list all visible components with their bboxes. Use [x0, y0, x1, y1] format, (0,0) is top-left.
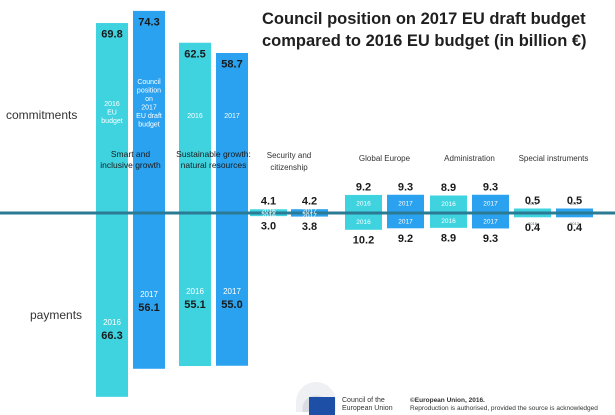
cat2-payment-bar-2017 — [216, 214, 248, 366]
cat1-commitment-year-label-2017: 2017 — [141, 105, 157, 112]
cat3-commitment-value-2016: 4.1 — [261, 196, 276, 208]
cat1-commitment-year-label-2016: 2016 — [104, 101, 120, 108]
footer-org-line1: Council of the — [342, 397, 385, 404]
cat4-payment-year-2017: 2017 — [398, 218, 413, 225]
cat1-commitment-year-label-2016: EU — [107, 110, 117, 117]
cat3-commitment-year-2016: 2016 — [261, 208, 276, 215]
cat5-commitment-bar-2017 — [472, 194, 509, 212]
cat5-payment-value-2017: 9.3 — [483, 233, 498, 245]
cat2-commitment-year-label-2016: 2016 — [187, 113, 203, 120]
cat5-payment-value-2016: 8.9 — [441, 232, 456, 244]
cat1-payment-bar-2017 — [133, 214, 165, 369]
cat4-payment-bar-2017 — [387, 214, 424, 229]
row-label-payments: payments — [30, 308, 83, 322]
row-label-commitments: commitments — [6, 108, 78, 122]
cat4-payment-bar-2016 — [345, 214, 382, 230]
cat2-payment-year-2016: 2016 — [186, 287, 204, 296]
cat1-category-label: inclusive growth — [100, 160, 161, 170]
cat3-payment-value-2016: 3.0 — [261, 221, 276, 233]
cat5-category-label: Administration — [444, 154, 495, 163]
cat3-payment-year-2017: 2017 — [302, 213, 317, 220]
cat5-commitment-bar-2016 — [430, 195, 467, 212]
cat3-payment-value-2017: 3.8 — [302, 221, 317, 233]
cat6-payment-year-2016: 2016 — [528, 221, 538, 226]
cat1-commitment-bar-2016 — [96, 23, 128, 212]
cat4-payment-value-2017: 9.2 — [398, 233, 413, 245]
cat2-commitment-value-2016: 62.5 — [184, 48, 205, 60]
cat4-commitment-year-2016: 2016 — [356, 201, 371, 208]
cat1-commitment-year-label-2017: EU draft — [136, 113, 162, 120]
cat3-payment-year-2016: 2016 — [261, 212, 276, 219]
cat1-payment-bar-2016 — [96, 214, 128, 397]
cat4-commitment-year-2017: 2017 — [398, 201, 413, 208]
cat6-commitment-bar-2016 — [514, 208, 551, 212]
cat5-payment-bar-2017 — [472, 214, 509, 229]
cat2-payment-value-2016: 55.1 — [184, 299, 205, 311]
cat2-category-label: Sustainable growth: — [176, 149, 251, 159]
cat4-commitment-bar-2016 — [345, 194, 382, 212]
chart-title: Council position on 2017 EU draft budget… — [262, 10, 587, 50]
cat6-commitment-year-2016: 2016 — [528, 201, 538, 206]
cat2-commitment-bar-2017 — [216, 53, 248, 212]
footer-copyright: ©European Union, 2016. — [410, 397, 485, 404]
cat4-commitment-value-2017: 9.3 — [398, 181, 413, 193]
cat1-commitment-value-2017: 74.3 — [138, 16, 159, 28]
cat1-commitment-year-label-2017: on — [145, 96, 153, 103]
cat1-payment-year-2016: 2016 — [103, 318, 121, 327]
cat6-payment-year-2017: 2017 — [570, 221, 580, 226]
cat2-commitment-bar-2016 — [179, 42, 211, 212]
cat4-commitment-value-2016: 9.2 — [356, 181, 371, 193]
cat2-commitment-year-label-2017: 2017 — [224, 113, 240, 120]
cat5-commitment-value-2017: 9.3 — [483, 181, 498, 193]
cat3-payment-bar-2016 — [250, 214, 287, 217]
cat4-payment-value-2016: 10.2 — [353, 234, 374, 246]
footer-org-line2: European Union — [342, 405, 393, 412]
cat5-payment-year-2016: 2016 — [441, 218, 456, 225]
cat1-category-label: Smart and — [111, 149, 150, 159]
cat6-commitment-bar-2017 — [556, 208, 593, 212]
cat3-commitment-value-2017: 4.2 — [302, 196, 317, 208]
cat5-payment-bar-2016 — [430, 214, 467, 228]
cat3-category-label: Security and — [267, 151, 311, 160]
cat1-payment-value-2016: 66.3 — [101, 330, 122, 342]
cat5-commitment-value-2016: 8.9 — [441, 182, 456, 194]
cat2-payment-year-2017: 2017 — [223, 287, 241, 296]
cat2-payment-value-2017: 55.0 — [221, 299, 242, 311]
cat1-commitment-value-2016: 69.8 — [101, 29, 122, 41]
cat6-payment-bar-2016 — [514, 214, 551, 218]
cat3-commitment-bar-2016 — [250, 209, 287, 212]
footer-reproduction: Reproduction is authorised, provided the… — [410, 405, 598, 412]
cat2-commitment-value-2017: 58.7 — [221, 59, 242, 71]
cat1-commitment-bar-2017 — [133, 10, 165, 212]
cat6-category-label: Special instruments — [519, 154, 589, 163]
cat1-commitment-year-label-2017: budget — [138, 122, 159, 129]
cat4-category-label: Global Europe — [359, 154, 411, 163]
eu-flag-icon — [309, 397, 335, 415]
cat2-payment-bar-2016 — [179, 214, 211, 367]
cat6-payment-value-2016: 0.4 — [525, 222, 541, 234]
cat6-payment-value-2017: 0.4 — [567, 222, 583, 234]
cat4-payment-year-2016: 2016 — [356, 219, 371, 226]
cat6-commitment-value-2017: 0.5 — [567, 195, 582, 207]
cat3-commitment-year-2017: 2017 — [302, 208, 317, 215]
cat3-category-label: citizenship — [270, 163, 308, 172]
axis-line — [0, 211, 615, 215]
cat3-commitment-bar-2017 — [291, 209, 328, 212]
cat1-payment-year-2017: 2017 — [140, 290, 158, 299]
cat1-commitment-year-label-2017: Council — [137, 79, 161, 86]
cat1-commitment-year-label-2016: budget — [101, 118, 122, 125]
cat4-commitment-bar-2017 — [387, 194, 424, 212]
cat5-payment-year-2017: 2017 — [483, 218, 498, 225]
cat1-commitment-year-label-2017: position — [137, 88, 161, 95]
cat3-payment-bar-2017 — [291, 214, 328, 217]
cat6-commitment-year-2017: 2017 — [570, 201, 580, 206]
cat6-payment-bar-2017 — [556, 214, 593, 218]
cat1-payment-value-2017: 56.1 — [138, 302, 159, 314]
cat2-category-label: natural resources — [181, 160, 247, 170]
cat6-commitment-value-2016: 0.5 — [525, 195, 540, 207]
cat5-commitment-year-2017: 2017 — [483, 201, 498, 208]
cat5-commitment-year-2016: 2016 — [441, 201, 456, 208]
